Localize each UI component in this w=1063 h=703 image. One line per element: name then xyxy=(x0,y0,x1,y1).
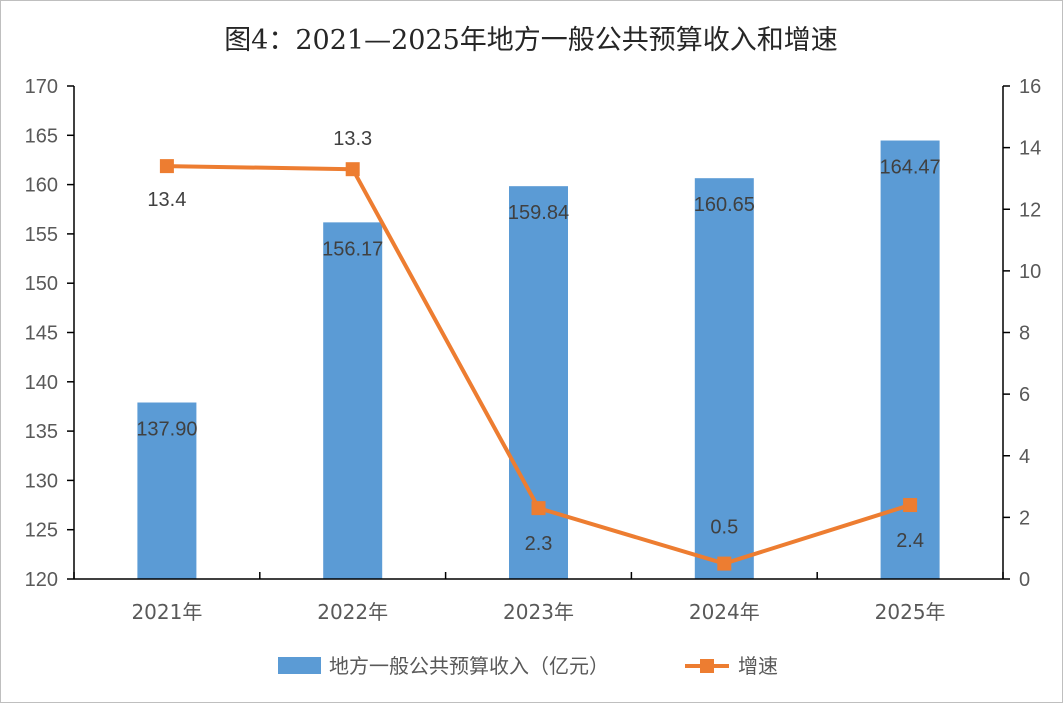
right-tick-label: 8 xyxy=(1019,323,1030,345)
legend-line-marker xyxy=(700,659,714,673)
x-tick-label: 2025年 xyxy=(875,600,946,624)
line-value-label: 2.3 xyxy=(525,533,553,555)
bar-series xyxy=(137,140,940,580)
right-tick-label: 12 xyxy=(1019,199,1041,221)
right-tick-label: 10 xyxy=(1019,261,1041,283)
left-tick-label: 125 xyxy=(25,520,58,542)
left-tick-label: 165 xyxy=(25,125,58,147)
bar xyxy=(694,178,754,580)
left-tick-label: 130 xyxy=(25,470,58,492)
left-tick-label: 160 xyxy=(25,175,58,197)
bar-value-label: 156.17 xyxy=(322,238,383,260)
legend-bar-swatch xyxy=(278,657,321,674)
right-tick-label: 4 xyxy=(1019,446,1030,468)
bar xyxy=(323,222,383,579)
legend-line-label: 增速 xyxy=(738,654,778,678)
line-point xyxy=(531,501,546,516)
x-axis: 2021年 2022年 2023年 2024年 2025年 xyxy=(73,572,1004,624)
left-tick-label: 135 xyxy=(25,421,58,443)
line-value-label: 0.5 xyxy=(710,517,738,539)
bar xyxy=(509,186,568,579)
left-tick-label: 155 xyxy=(25,224,58,246)
bar-value-label: 164.47 xyxy=(880,157,941,179)
legend: 地方一般公共预算收入（亿元） 增速 xyxy=(278,654,778,678)
line-point xyxy=(903,498,918,513)
bar-value-label: 160.65 xyxy=(694,194,755,216)
chart-title: 图4：2021—2025年地方一般公共预算收入和增速 xyxy=(224,25,838,56)
data-labels: 137.90 156.17 159.84 160.65 164.47 13.4 13.3 2.… xyxy=(136,128,940,555)
x-tick-label: 2021年 xyxy=(131,600,202,624)
right-axis: 0 2 4 6 8 10 12 14 16 xyxy=(1002,76,1041,591)
bar xyxy=(137,402,197,579)
bar-value-label: 159.84 xyxy=(508,202,569,224)
right-tick-label: 0 xyxy=(1019,569,1030,591)
line-value-label: 13.3 xyxy=(333,128,372,150)
left-tick-label: 150 xyxy=(25,273,58,295)
line-point xyxy=(345,162,360,177)
right-tick-label: 14 xyxy=(1019,138,1041,160)
right-tick-label: 2 xyxy=(1019,507,1030,529)
x-tick-label: 2024年 xyxy=(689,600,760,624)
line-series xyxy=(159,159,918,571)
x-tick-label: 2022年 xyxy=(317,600,388,624)
right-tick-label: 16 xyxy=(1019,76,1041,98)
line-value-label: 2.4 xyxy=(896,530,924,552)
line-value-label: 13.4 xyxy=(147,189,186,211)
legend-bar-label: 地方一般公共预算收入（亿元） xyxy=(329,654,609,678)
left-tick-label: 120 xyxy=(25,569,58,591)
right-tick-label: 6 xyxy=(1019,384,1030,406)
left-tick-label: 170 xyxy=(25,76,58,98)
left-tick-label: 140 xyxy=(25,372,58,394)
line-point xyxy=(159,159,174,174)
bar-value-label: 137.90 xyxy=(136,419,197,441)
left-axis: 120 125 130 135 140 145 150 155 160 165 170 xyxy=(25,76,75,591)
x-tick-label: 2023年 xyxy=(503,600,574,624)
left-tick-label: 145 xyxy=(25,323,58,345)
line-point xyxy=(717,556,732,571)
